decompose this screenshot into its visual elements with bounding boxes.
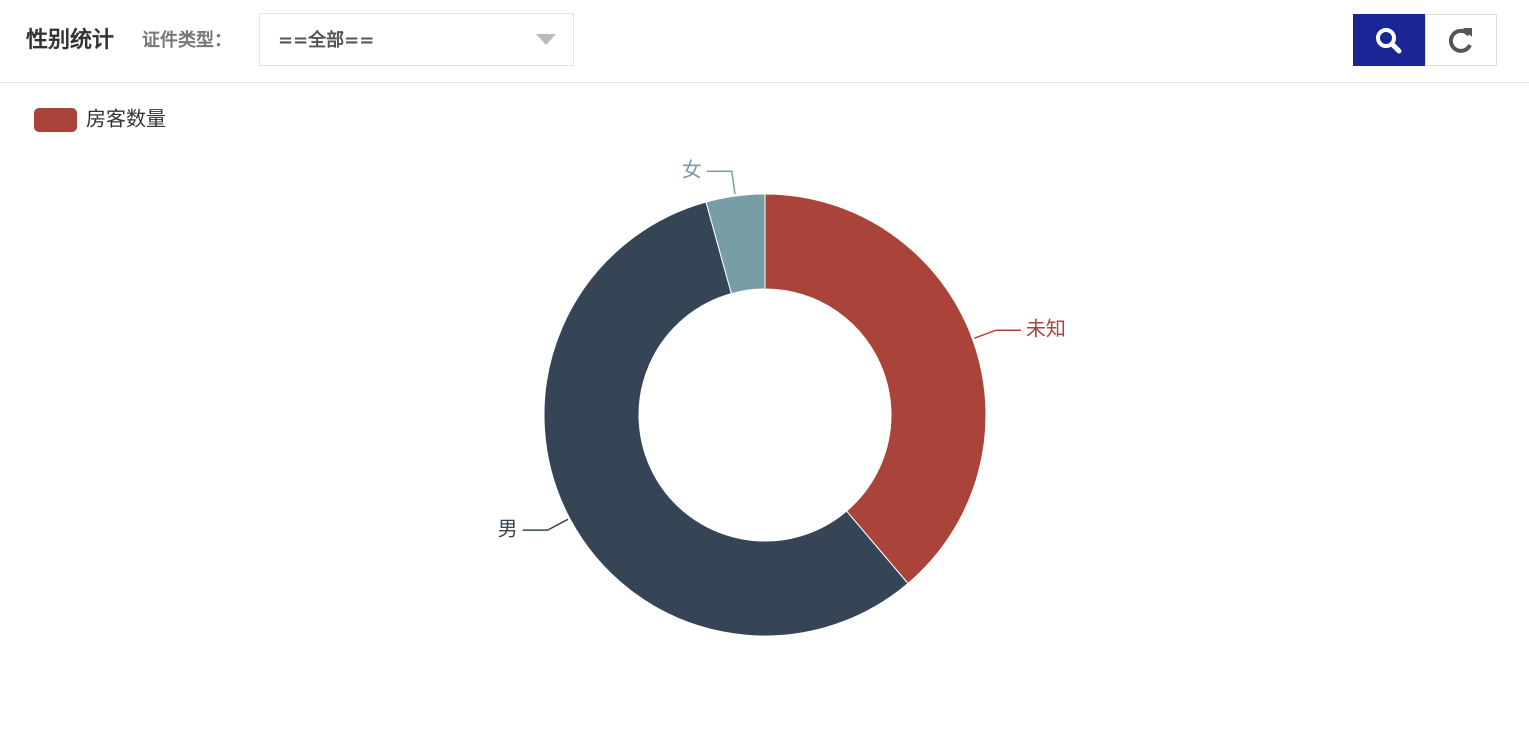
refresh-arrow xyxy=(1463,28,1472,37)
refresh-button[interactable] xyxy=(1425,14,1497,66)
search-button[interactable] xyxy=(1353,14,1425,66)
pie-slice xyxy=(705,193,766,295)
filter-label: 证件类型： xyxy=(142,29,232,51)
refresh-icon xyxy=(1448,28,1472,53)
pie-slice xyxy=(543,201,909,637)
pie-slice xyxy=(764,193,987,585)
select-box[interactable] xyxy=(259,13,574,66)
select-value: ==全部== xyxy=(278,29,374,51)
select-arrow xyxy=(536,34,556,45)
legend-label: 房客数量 xyxy=(86,107,166,131)
legend-swatch xyxy=(34,108,77,132)
slice-label: 女 xyxy=(682,158,702,182)
label-line xyxy=(522,518,569,531)
search-bg[interactable] xyxy=(1353,14,1425,66)
search-icon-handle xyxy=(1389,41,1402,54)
label-line xyxy=(706,170,736,195)
filter-select[interactable]: ==全部== xyxy=(259,13,574,66)
page-title: 性别统计 xyxy=(26,27,114,53)
slice-label: 未知 xyxy=(1026,317,1066,341)
refresh-bg[interactable] xyxy=(1425,14,1497,66)
label-line xyxy=(974,329,1021,339)
search-icon xyxy=(1376,28,1396,48)
slice-label: 男 xyxy=(498,517,518,541)
